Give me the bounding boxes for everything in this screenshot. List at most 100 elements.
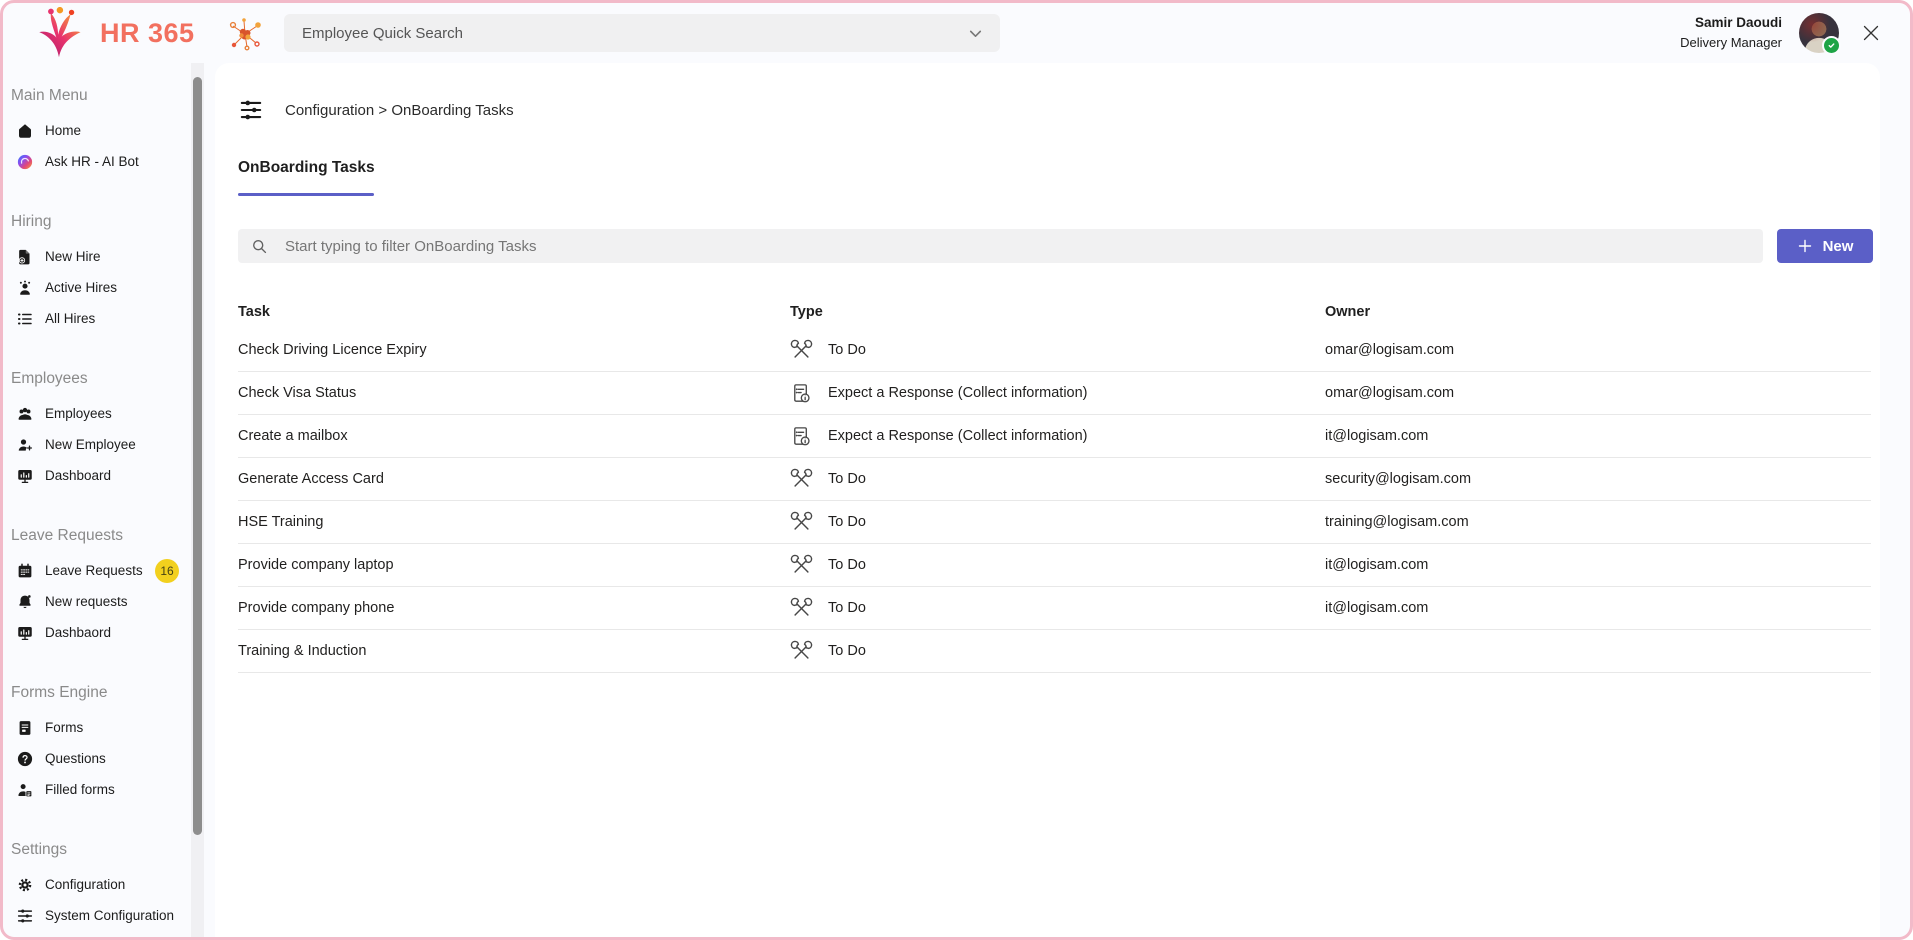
table-row[interactable]: Create a mailbox Expect a Response (Coll… — [238, 415, 1871, 458]
tools-icon — [790, 554, 813, 577]
task-cell: Provide company phone — [238, 600, 395, 616]
column-header-task: Task — [238, 304, 270, 320]
type-cell: To Do — [790, 640, 1325, 663]
table-row[interactable]: Generate Access Card To Do security@logi… — [238, 458, 1871, 501]
sidebar-item-dashboard[interactable]: Dashboard — [3, 460, 191, 491]
chevron-down-icon[interactable] — [967, 25, 984, 42]
sidebar-section: Forms Engine Forms Questions Filled form… — [3, 684, 191, 805]
type-label: To Do — [828, 514, 866, 530]
sidebar-item-filled-forms[interactable]: Filled forms — [3, 774, 191, 805]
sidebar-item-all-hires[interactable]: All Hires — [3, 303, 191, 334]
sidebar-item-system-configuration[interactable]: System Configuration — [3, 900, 191, 931]
tab-label: OnBoarding Tasks — [238, 159, 375, 176]
type-cell: Expect a Response (Collect information) — [790, 382, 1325, 405]
sidebar-section: Hiring New Hire Active Hires All Hires — [3, 213, 191, 334]
task-cell: Check Driving Licence Expiry — [238, 342, 427, 358]
sidebar-item-leave-requests[interactable]: Leave Requests 16 — [3, 555, 191, 586]
home-icon — [16, 122, 34, 140]
form-info-icon — [790, 382, 813, 405]
type-label: To Do — [828, 342, 866, 358]
dashboard-icon — [16, 467, 34, 485]
tab-active-underline — [238, 193, 374, 196]
task-cell: HSE Training — [238, 514, 324, 530]
sidebar-item-dashbaord[interactable]: Dashbaord — [3, 617, 191, 648]
owner-cell: it@logisam.com — [1325, 557, 1429, 573]
close-button[interactable] — [1856, 16, 1886, 50]
user-role: Delivery Manager — [1680, 35, 1782, 51]
sidebar-item-new-employee[interactable]: New Employee — [3, 429, 191, 460]
sidebar-item-home[interactable]: Home — [3, 115, 191, 146]
close-icon — [1861, 23, 1881, 43]
tools-icon — [790, 468, 813, 491]
table-row[interactable]: Check Visa Status Expect a Response (Col… — [238, 372, 1871, 415]
sidebar-item-new-requests[interactable]: New requests — [3, 586, 191, 617]
table-row[interactable]: Training & Induction To Do — [238, 630, 1871, 673]
plus-icon — [1797, 238, 1813, 254]
table-header: Task Type Owner — [238, 295, 1871, 329]
table-row[interactable]: Provide company phone To Do it@logisam.c… — [238, 587, 1871, 630]
sidebar-item-label: All Hires — [45, 311, 96, 326]
type-label: Expect a Response (Collect information) — [828, 385, 1088, 401]
calendar-icon — [16, 562, 34, 580]
type-cell: To Do — [790, 597, 1325, 620]
table-body: Check Driving Licence Expiry To Do omar@… — [238, 329, 1871, 673]
sidebar-item-label: New requests — [45, 594, 128, 609]
sidebar-item-forms[interactable]: Forms — [3, 712, 191, 743]
task-cell: Training & Induction — [238, 643, 367, 659]
sidebar-item-employees[interactable]: Employees — [3, 398, 191, 429]
sidebar-scrollbar-thumb[interactable] — [193, 77, 202, 835]
owner-cell: it@logisam.com — [1325, 428, 1429, 444]
type-label: To Do — [828, 557, 866, 573]
sidebar-item-label: New Employee — [45, 437, 136, 452]
sidebar-item-active-hires[interactable]: Active Hires — [3, 272, 191, 303]
sidebar-item-label: Configuration — [45, 877, 126, 892]
sidebar-item-label: Ask HR - AI Bot — [45, 154, 139, 169]
form-info-icon — [790, 425, 813, 448]
sidebar-scrollbar[interactable] — [191, 63, 204, 937]
person-add-icon — [16, 436, 34, 454]
gear-icon — [16, 876, 34, 894]
tools-icon — [790, 339, 813, 362]
sidebar-section: Settings Configuration System Configurat… — [3, 841, 191, 931]
employee-quick-search-input[interactable] — [300, 23, 967, 43]
tools-icon — [790, 640, 813, 663]
column-header-type: Type — [790, 304, 823, 320]
new-button[interactable]: New — [1777, 229, 1873, 263]
sidebar-item-configuration[interactable]: Configuration — [3, 869, 191, 900]
filter-search-box[interactable] — [238, 229, 1763, 263]
owner-cell: training@logisam.com — [1325, 514, 1469, 530]
table-row[interactable]: Check Driving Licence Expiry To Do omar@… — [238, 329, 1871, 372]
dashboard-icon — [16, 624, 34, 642]
sidebar-item-new-hire[interactable]: New Hire — [3, 241, 191, 272]
people-active-icon — [16, 279, 34, 297]
question-icon — [16, 750, 34, 768]
owner-cell: omar@logisam.com — [1325, 342, 1455, 358]
breadcrumb[interactable]: Configuration > OnBoarding Tasks — [238, 97, 514, 123]
tab-onboarding-tasks[interactable]: OnBoarding Tasks — [238, 159, 375, 196]
sidebar-item-label: Dashboard — [45, 468, 112, 483]
sidebar-item-questions[interactable]: Questions — [3, 743, 191, 774]
table-row[interactable]: HSE Training To Do training@logisam.com — [238, 501, 1871, 544]
tools-icon — [790, 597, 813, 620]
bell-icon — [16, 593, 34, 611]
filter-search-input[interactable] — [283, 236, 1750, 256]
type-cell: To Do — [790, 339, 1325, 362]
type-cell: To Do — [790, 468, 1325, 491]
sidebar-item-ask-hr-ai-bot[interactable]: Ask HR - AI Bot — [3, 146, 191, 177]
sidebar: Main Menu Home Ask HR - AI Bot Hiring Ne… — [3, 63, 191, 937]
sidebar-item-label: Employees — [45, 406, 112, 421]
filter-row: New — [238, 229, 1873, 263]
user-name: Samir Daoudi — [1694, 15, 1782, 31]
sidebar-item-label: Forms — [45, 720, 84, 735]
avatar[interactable] — [1799, 13, 1841, 55]
employee-quick-search[interactable] — [284, 14, 1000, 52]
owner-cell: omar@logisam.com — [1325, 385, 1455, 401]
sidebar-section: Main Menu Home Ask HR - AI Bot — [3, 87, 191, 177]
sidebar-item-label: Home — [45, 123, 82, 138]
table-row[interactable]: Provide company laptop To Do it@logisam.… — [238, 544, 1871, 587]
column-header-owner: Owner — [1325, 304, 1371, 320]
list-icon — [16, 310, 34, 328]
app-logo: HR 365 — [30, 7, 195, 59]
type-label: Expect a Response (Collect information) — [828, 428, 1088, 444]
